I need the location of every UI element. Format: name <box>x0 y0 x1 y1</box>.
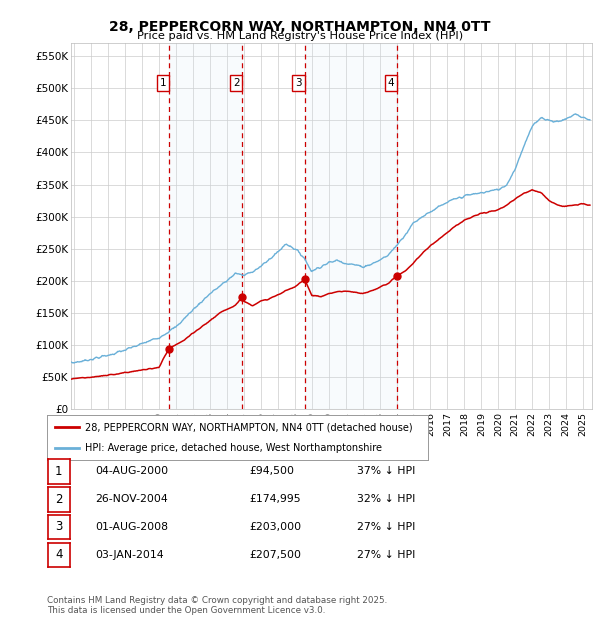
Bar <box>305 43 397 409</box>
Text: 37% ↓ HPI: 37% ↓ HPI <box>357 466 415 476</box>
Text: 2: 2 <box>55 493 62 505</box>
Text: 27% ↓ HPI: 27% ↓ HPI <box>357 550 415 560</box>
Text: 04-AUG-2000: 04-AUG-2000 <box>95 466 168 476</box>
Text: 01-AUG-2008: 01-AUG-2008 <box>95 522 168 532</box>
Text: 28, PEPPERCORN WAY, NORTHAMPTON, NN4 0TT (detached house): 28, PEPPERCORN WAY, NORTHAMPTON, NN4 0TT… <box>85 422 413 432</box>
Text: 26-NOV-2004: 26-NOV-2004 <box>95 494 167 504</box>
Text: 3: 3 <box>295 78 302 88</box>
Text: 2: 2 <box>233 78 239 88</box>
Text: 27% ↓ HPI: 27% ↓ HPI <box>357 522 415 532</box>
Text: 1: 1 <box>160 78 166 88</box>
Text: 1: 1 <box>55 465 62 477</box>
Text: HPI: Average price, detached house, West Northamptonshire: HPI: Average price, detached house, West… <box>85 443 382 453</box>
Text: £203,000: £203,000 <box>249 522 301 532</box>
Text: 03-JAN-2014: 03-JAN-2014 <box>95 550 163 560</box>
Text: 32% ↓ HPI: 32% ↓ HPI <box>357 494 415 504</box>
Text: Contains HM Land Registry data © Crown copyright and database right 2025.
This d: Contains HM Land Registry data © Crown c… <box>47 596 387 615</box>
Text: £207,500: £207,500 <box>249 550 301 560</box>
Text: 28, PEPPERCORN WAY, NORTHAMPTON, NN4 0TT: 28, PEPPERCORN WAY, NORTHAMPTON, NN4 0TT <box>109 20 491 34</box>
Text: £174,995: £174,995 <box>249 494 301 504</box>
Bar <box>169 43 242 409</box>
Text: 4: 4 <box>55 549 62 561</box>
Text: 4: 4 <box>388 78 394 88</box>
Text: £94,500: £94,500 <box>249 466 294 476</box>
Text: Price paid vs. HM Land Registry's House Price Index (HPI): Price paid vs. HM Land Registry's House … <box>137 31 463 41</box>
Text: 3: 3 <box>55 521 62 533</box>
